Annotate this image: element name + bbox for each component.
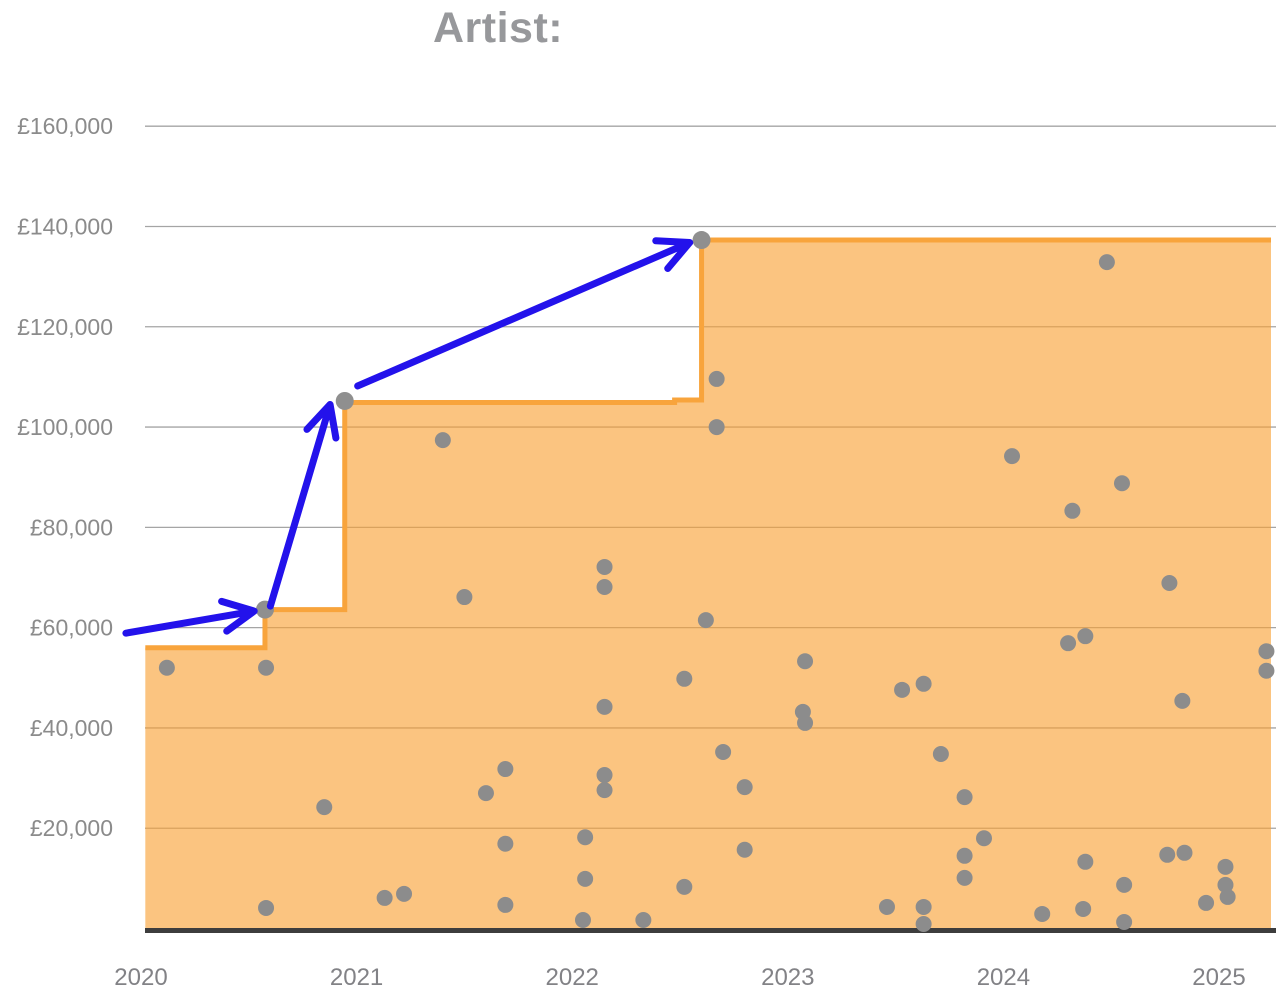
- sale-point: [1176, 844, 1193, 861]
- sale-point: [708, 419, 725, 436]
- y-axis-tick-label: £80,000: [30, 514, 113, 540]
- sale-point: [956, 789, 973, 806]
- sale-point: [975, 830, 992, 847]
- sale-point: [158, 659, 175, 676]
- sale-point: [635, 911, 652, 928]
- sale-point: [316, 799, 333, 816]
- sale-point: [1258, 643, 1275, 660]
- sale-point: [1064, 502, 1081, 519]
- sale-point: [1116, 876, 1133, 893]
- x-axis-tick-label: 2021: [330, 964, 383, 991]
- record-sale-point: [692, 231, 711, 250]
- sale-point: [878, 898, 895, 915]
- record-arrow: [122, 597, 258, 637]
- sale-point: [736, 779, 753, 796]
- sale-point: [497, 896, 514, 913]
- y-axis-tick-label: £120,000: [17, 314, 113, 340]
- sale-point: [708, 370, 725, 387]
- sale-point: [1161, 575, 1178, 592]
- sale-point: [456, 589, 473, 606]
- sale-point: [1098, 254, 1115, 271]
- sale-point: [956, 869, 973, 886]
- sale-point: [577, 870, 594, 887]
- sale-point: [956, 847, 973, 864]
- sale-point: [797, 714, 814, 731]
- sale-point: [715, 743, 732, 760]
- sale-point: [676, 878, 693, 895]
- record-arrow: [354, 237, 694, 390]
- sale-point: [1077, 853, 1094, 870]
- sale-point: [1075, 900, 1092, 917]
- x-axis-tick-label: 2024: [977, 964, 1030, 991]
- sale-point: [915, 915, 932, 932]
- sale-point: [1198, 894, 1215, 911]
- y-axis-tick-label: £140,000: [17, 213, 113, 239]
- sale-point: [497, 761, 514, 778]
- sale-point: [797, 653, 814, 670]
- sale-point: [396, 885, 413, 902]
- sale-point: [1004, 448, 1021, 465]
- sale-point: [596, 698, 613, 715]
- sale-point: [596, 782, 613, 799]
- record-price-step-line: [145, 237, 1271, 651]
- sale-point: [1217, 858, 1234, 875]
- sale-point: [697, 612, 714, 629]
- sale-point: [1077, 628, 1094, 645]
- sale-point: [932, 746, 949, 763]
- record-arrow: [266, 401, 340, 610]
- sale-point: [577, 829, 594, 846]
- sale-point: [1219, 888, 1236, 905]
- y-axis-tick-label: £20,000: [30, 815, 113, 841]
- record-price-area: [145, 240, 1271, 931]
- sale-point: [1116, 913, 1133, 930]
- sale-point: [258, 659, 275, 676]
- x-axis-tick-label: 2020: [114, 964, 167, 991]
- sale-point: [574, 911, 591, 928]
- sale-point: [894, 681, 911, 698]
- x-axis-tick-label: 2023: [761, 964, 814, 991]
- sale-point: [434, 432, 451, 449]
- x-axis-tick-label: 2022: [546, 964, 599, 991]
- record-sale-point: [335, 391, 354, 410]
- sale-point: [376, 889, 393, 906]
- sale-point: [1159, 846, 1176, 863]
- x-axis-tick-label: 2025: [1192, 964, 1245, 991]
- y-axis-tick-label: £100,000: [17, 414, 113, 440]
- sale-point: [1060, 635, 1077, 652]
- sale-point: [497, 835, 514, 852]
- sale-point: [915, 898, 932, 915]
- sale-point: [676, 670, 693, 687]
- sale-point: [915, 675, 932, 692]
- sale-point: [596, 767, 613, 784]
- y-axis-tick-label: £160,000: [17, 113, 113, 139]
- sale-point: [596, 579, 613, 596]
- sale-point: [1034, 905, 1051, 922]
- chart-title: Artist:: [433, 4, 564, 52]
- y-axis-tick-label: £40,000: [30, 715, 113, 741]
- sale-point: [477, 785, 494, 802]
- sale-point: [596, 558, 613, 575]
- sale-point: [1174, 692, 1191, 709]
- sale-point: [1258, 662, 1275, 679]
- sale-point: [736, 841, 753, 858]
- sale-point: [1113, 475, 1130, 492]
- y-axis-tick-label: £60,000: [30, 615, 113, 641]
- sale-point: [1217, 876, 1234, 893]
- sale-point: [258, 899, 275, 916]
